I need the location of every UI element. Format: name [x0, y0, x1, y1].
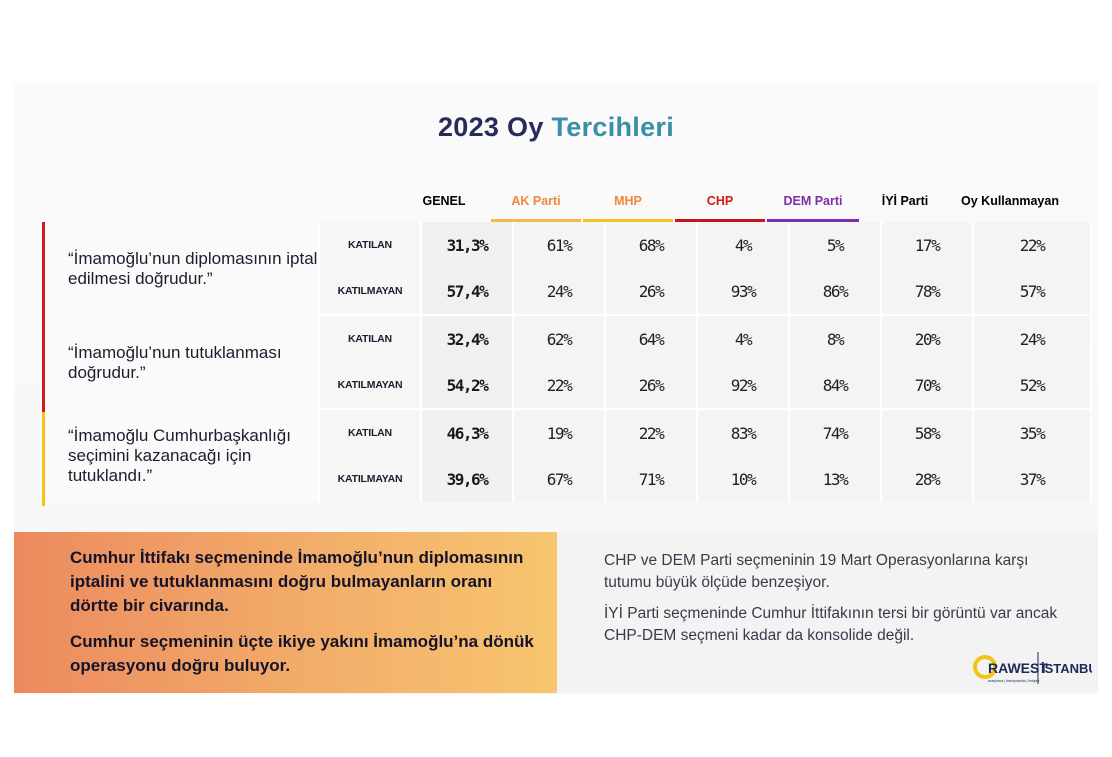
- table-cell: 13%: [790, 456, 882, 502]
- table-row: “İmamoğlu’nun tutuklanması doğrudur.” KA…: [46, 316, 1092, 410]
- table-cell: 19%: [514, 410, 606, 456]
- table-cell: 67%: [514, 456, 606, 502]
- summary-right-2: İYİ Parti seçmeninde Cumhur İttifakının …: [604, 605, 1058, 644]
- table-cell: 26%: [606, 268, 698, 316]
- statement-bar-3: [42, 412, 45, 506]
- statement-3: “İmamoğlu Cumhurbaşkanlığı seçimini kaza…: [46, 410, 320, 502]
- logo-brand2: İSTANBUL: [1041, 661, 1092, 676]
- statement-2: “İmamoğlu’nun tutuklanması doğrudur.”: [46, 316, 320, 410]
- row-label: KATILAN: [320, 410, 422, 456]
- table-cell: 26%: [606, 362, 698, 410]
- table-cell: 83%: [698, 410, 790, 456]
- table-cell: 68%: [606, 222, 698, 268]
- table-cell: 37%: [974, 456, 1092, 502]
- col-header-mhp: MHP: [583, 192, 673, 222]
- table-cell: 64%: [606, 316, 698, 362]
- table-cell: 22%: [974, 222, 1092, 268]
- logo-brand1: RAWEST: [988, 660, 1048, 676]
- table-cell: 8%: [790, 316, 882, 362]
- table-cell: 52%: [974, 362, 1092, 410]
- results-table: “İmamoğlu’nun diplomasının iptal edilmes…: [46, 222, 1092, 502]
- table-row: KATILMAYAN 54,2% 22% 26% 92% 84% 70% 52%: [46, 362, 1092, 410]
- table-cell: 84%: [790, 362, 882, 410]
- summary-right-panel: CHP ve DEM Parti seçmeninin 19 Mart Oper…: [557, 532, 1098, 693]
- row-label: KATILAN: [320, 222, 422, 268]
- col-header-ak-parti: AK Parti: [491, 192, 581, 222]
- table-cell: 31,3%: [422, 222, 514, 268]
- statement-1: “İmamoğlu’nun diplomasının iptal edilmes…: [46, 222, 320, 316]
- table-cell: 17%: [882, 222, 974, 268]
- table-cell: 92%: [698, 362, 790, 410]
- col-header-chp: CHP: [675, 192, 765, 222]
- col-header-oy-kullanmayan: Oy Kullanmayan: [961, 194, 1059, 208]
- logo-tagline: araştırma | danışmanlık | iletişim: [988, 679, 1039, 683]
- table-cell: 57,4%: [422, 268, 514, 316]
- table-row: KATILMAYAN 57,4% 24% 26% 93% 86% 78% 57%: [46, 268, 1092, 316]
- table-cell: 20%: [882, 316, 974, 362]
- table-cell: 35%: [974, 410, 1092, 456]
- row-label: KATILMAYAN: [320, 362, 422, 410]
- table-cell: 39,6%: [422, 456, 514, 502]
- table-cell: 22%: [514, 362, 606, 410]
- table-cell: 28%: [882, 456, 974, 502]
- table-cell: 62%: [514, 316, 606, 362]
- table-cell: 24%: [974, 316, 1092, 362]
- col-header-dem-parti: DEM Parti: [767, 192, 859, 222]
- row-label: KATILAN: [320, 316, 422, 362]
- table-cell: 58%: [882, 410, 974, 456]
- table-cell: 46,3%: [422, 410, 514, 456]
- logo-ring-icon: [973, 655, 997, 679]
- table-row: “İmamoğlu’nun diplomasının iptal edilmes…: [46, 222, 1092, 316]
- table-cell: 74%: [790, 410, 882, 456]
- summary-left-2: Cumhur seçmeninin üçte ikiye yakını İmam…: [70, 632, 534, 675]
- table-cell: 71%: [606, 456, 698, 502]
- statement-bar-2: [42, 318, 45, 412]
- table-cell: 22%: [606, 410, 698, 456]
- col-header-genel: GENEL: [422, 194, 466, 208]
- table-cell: 61%: [514, 222, 606, 268]
- page-title: 2023 Oy Tercihleri: [0, 112, 1112, 143]
- table-row: KATILMAYAN 39,6% 67% 71% 10% 13% 28% 37%: [46, 456, 1092, 502]
- summary-left-panel: Cumhur İttifakı seçmeninde İmamoğlu’nun …: [14, 532, 557, 693]
- title-accent: Tercihleri: [551, 112, 675, 142]
- statement-bar-1: [42, 222, 45, 318]
- table-cell: 93%: [698, 268, 790, 316]
- table-cell: 32,4%: [422, 316, 514, 362]
- table-cell: 78%: [882, 268, 974, 316]
- table-cell: 4%: [698, 316, 790, 362]
- title-main: 2023 Oy: [437, 112, 552, 142]
- summary-right-1: CHP ve DEM Parti seçmeninin 19 Mart Oper…: [604, 552, 1029, 591]
- table-cell: 5%: [790, 222, 882, 268]
- table-row: “İmamoğlu Cumhurbaşkanlığı seçimini kaza…: [46, 410, 1092, 502]
- row-label: KATILMAYAN: [320, 268, 422, 316]
- table-cell: 70%: [882, 362, 974, 410]
- rawest-istanbul-logo: RAWEST İSTANBUL araştırma | danışmanlık …: [973, 652, 1092, 684]
- table-cell: 86%: [790, 268, 882, 316]
- col-header-iyi-parti: İYİ Parti: [881, 194, 929, 208]
- table-cell: 54,2%: [422, 362, 514, 410]
- summary-left-1: Cumhur İttifakı seçmeninde İmamoğlu’nun …: [70, 548, 524, 615]
- table-cell: 24%: [514, 268, 606, 316]
- row-label: KATILMAYAN: [320, 456, 422, 502]
- table-cell: 57%: [974, 268, 1092, 316]
- table-cell: 10%: [698, 456, 790, 502]
- table-cell: 4%: [698, 222, 790, 268]
